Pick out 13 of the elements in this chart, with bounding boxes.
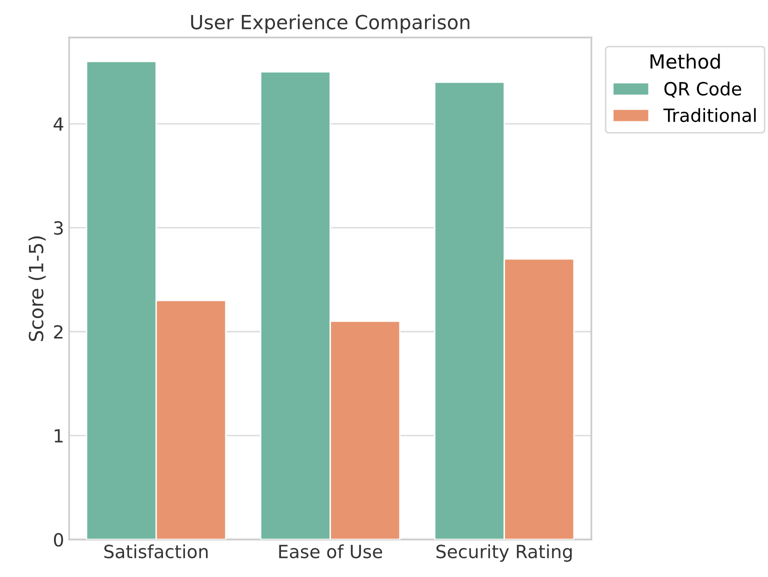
legend-label: QR Code [664,82,742,98]
y-tick-label: 4 [54,117,64,131]
x-tick-label: Satisfaction [104,544,208,558]
x-tick-label: Security Rating [436,544,572,562]
x-tick-label: Ease of Use [279,544,382,558]
y-tick-label: 1 [54,429,63,442]
y-tick-label: 3 [54,221,63,235]
y-tick-label: 2 [54,325,62,338]
chart-title: User Experience Comparison [191,14,470,34]
legend-label: Traditional [663,108,756,122]
y-tick-label: 0 [54,532,64,547]
y-axis-title: Score (1-5) [28,236,46,341]
legend-title: Method [650,54,720,69]
